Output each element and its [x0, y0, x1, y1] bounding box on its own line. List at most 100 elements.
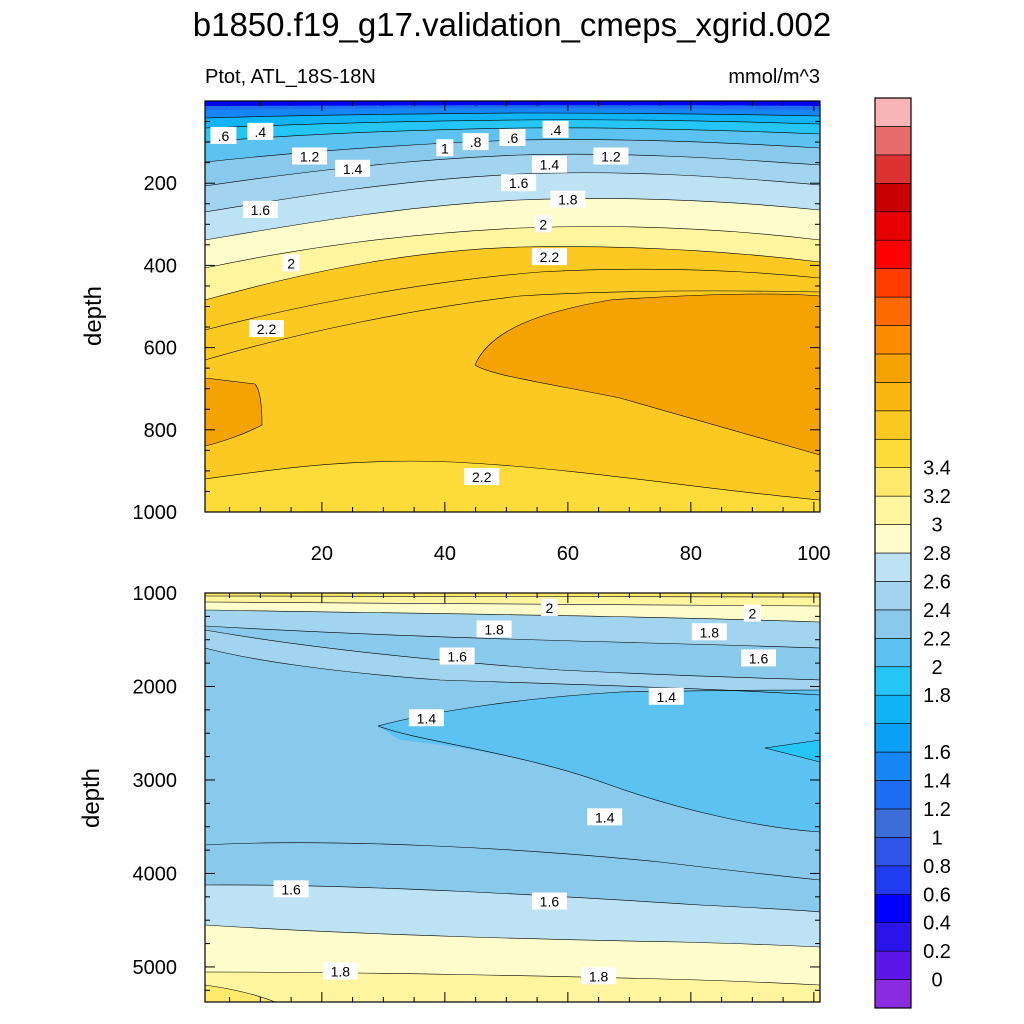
top-contour-label: .8 [470, 134, 482, 150]
colorbar-tick-label: 1.8 [923, 685, 951, 707]
top-ytick-label: 1000 [133, 502, 178, 524]
top-xtick-label: 60 [557, 543, 579, 565]
colorbar-tick-label: 3.4 [923, 458, 951, 480]
top-contour-label: .6 [507, 130, 519, 146]
top-contour-label-bg [464, 468, 500, 486]
bottom-ylabel: depth [78, 768, 105, 828]
bottom-contour-label-bg [408, 709, 444, 727]
colorbar-swatch [874, 979, 912, 1009]
colorbar-swatch [874, 694, 912, 724]
bottom-contour-label-bg [540, 598, 558, 616]
colorbar-swatch [874, 865, 912, 895]
top-ytick-label: 200 [144, 173, 177, 195]
top-contour-label-bg [436, 139, 454, 157]
colorbar-tick-label: 0.6 [923, 884, 951, 906]
colorbar-swatch [874, 467, 912, 497]
top-contour-label-bg [501, 174, 537, 192]
colorbar-swatch [874, 638, 912, 668]
colorbar-tick-label: 1.4 [923, 771, 951, 793]
top-contour-label-bg [593, 147, 629, 165]
bottom-contour-label-bg [322, 962, 358, 980]
top-contour-label: 2.2 [257, 321, 277, 337]
colorbar-swatch [874, 239, 912, 269]
bottom-contour-label-bg [531, 892, 567, 910]
colorbar-swatch [874, 325, 912, 355]
colorbar-swatch [874, 154, 912, 184]
top-contour-label: .6 [218, 128, 230, 144]
colorbar-tick-label: 0.2 [923, 941, 951, 963]
colorbar-swatch [874, 893, 912, 923]
top-contour-label: 2.2 [472, 469, 492, 485]
colorbar-tick-label: 2.6 [923, 571, 951, 593]
bottom-contour-label-bg [648, 687, 684, 705]
top-contour-labels: .6.41.21.41.8.6.41.41.21.61.81.622 2.22.2… [210, 120, 629, 486]
top-contour-label: .4 [255, 124, 267, 140]
colorbar-swatch [874, 751, 912, 781]
bottom-contour-label: 2 [748, 606, 756, 622]
colorbar-tick-label: 2.8 [923, 543, 951, 565]
bottom-contour-label-bg [741, 649, 776, 667]
top-contour-label: 1.8 [558, 192, 578, 208]
bottom-contour-label-bg [691, 623, 727, 641]
top-contour-label-bg [462, 133, 489, 151]
bottom-ytick-label: 4000 [133, 863, 178, 885]
colorbar-swatch [874, 97, 912, 127]
top-contour-label-bg [531, 248, 567, 266]
top-contour-label: 2 [287, 255, 295, 271]
colorbar-swatch [874, 837, 912, 867]
top-contour-label-bg [249, 320, 284, 338]
figure-title: b1850.f19_g17.validation_cmeps_xgrid.002 [193, 6, 831, 43]
top-contour-label-bg [292, 147, 328, 165]
bottom-contour-label: 1.8 [331, 964, 351, 980]
bottom-ytick-label: 3000 [133, 770, 178, 792]
top-contour-label: .4 [550, 122, 562, 138]
colorbar-tick-label: 3 [931, 515, 942, 537]
colorbar-tick-label: 0 [931, 970, 942, 992]
top-panel: Ptot, ATL_18S-18N mmol/m^3 [80, 66, 831, 565]
top-ytick-label: 800 [144, 420, 177, 442]
top-xtick-label: 80 [680, 543, 702, 565]
top-contour-label: 1.4 [343, 161, 363, 177]
top-contour-label: 1.6 [509, 175, 529, 191]
top-xtick-label: 20 [311, 543, 333, 565]
colorbar-tick-label: 0.4 [923, 913, 951, 935]
top-axis-ticks: 20 40 60 80 100 200 400 600 800 1000 [133, 100, 831, 565]
top-contour-fill [205, 101, 820, 512]
colorbar-swatch [874, 296, 912, 326]
bottom-contour-label-bg [273, 880, 309, 898]
bottom-contour-label: 1.8 [484, 621, 504, 637]
top-contour-label-bg [247, 122, 274, 140]
top-xtick-label: 40 [434, 543, 456, 565]
colorbar-tick-label: 2.4 [923, 600, 951, 622]
bottom-contour-fill [205, 593, 820, 1002]
top-contour-label-bg [550, 190, 586, 208]
top-ytick-label: 400 [144, 255, 177, 277]
colorbar-swatch [874, 524, 912, 554]
colorbar-swatch [874, 581, 912, 611]
top-contour-label-bg [335, 159, 371, 177]
top-contour-label-bg [282, 254, 300, 272]
colorbar: 0 0.2 0.4 0.6 0.8 1 1.2 1.4 1.6 1.8 2 2.2 2.4 2.6 2.8 3… [874, 97, 951, 1009]
top-contour-label: 2 [539, 216, 547, 232]
bottom-contour-label: 1.6 [540, 894, 560, 910]
colorbar-swatch [874, 353, 912, 383]
bottom-contour-label: 1.6 [749, 650, 769, 666]
bottom-contour-labels: 2 2 1.8 1.8 1.6 1.6 1.4 1.4 1.4 1.6 1.6 1.8 1.8 [273, 598, 776, 985]
bottom-contour-label: 1.4 [595, 809, 615, 825]
colorbar-swatch [874, 808, 912, 838]
bottom-contour-label: 1.6 [281, 881, 301, 897]
colorbar-swatch [874, 552, 912, 582]
colorbar-tick-label: 2 [931, 657, 942, 679]
colorbar-swatch [874, 183, 912, 213]
bottom-contour-label-bg [743, 604, 761, 622]
top-contour-label: 2.2 [540, 249, 560, 265]
colorbar-swatch [874, 382, 912, 412]
colorbar-swatch [874, 922, 912, 952]
colorbar-tick-label: 0.8 [923, 856, 951, 878]
bottom-contour-label-bg [581, 967, 617, 985]
colorbar-tick-label: 1.6 [923, 742, 951, 764]
colorbar-frame [874, 97, 912, 1009]
colorbar-swatch [874, 723, 912, 753]
colorbar-swatch [874, 950, 912, 980]
top-contour-label: 1.6 [251, 202, 271, 218]
